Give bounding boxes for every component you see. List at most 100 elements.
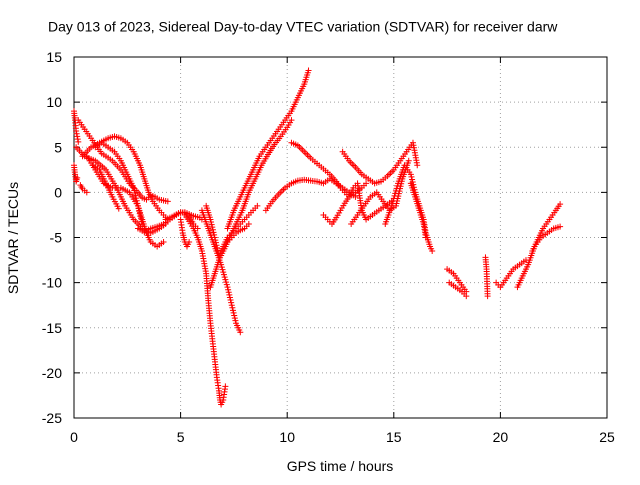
data-point <box>160 239 167 246</box>
data-point <box>391 192 398 199</box>
data-point <box>209 226 216 233</box>
x-tick-label: 0 <box>70 429 78 445</box>
data-point <box>220 271 227 278</box>
x-tick-label: 25 <box>599 429 615 445</box>
data-point <box>392 190 399 197</box>
data-point <box>237 329 244 336</box>
data-point <box>136 208 143 215</box>
data-point <box>392 187 399 194</box>
x-tick-label: 15 <box>386 429 402 445</box>
data-point <box>131 187 138 194</box>
data-series-track-21 <box>320 180 395 227</box>
data-point <box>227 297 234 304</box>
data-point <box>231 312 238 319</box>
data-series-track-09 <box>92 139 146 227</box>
data-point <box>305 67 312 74</box>
y-tick-label: 15 <box>46 49 62 65</box>
data-point <box>390 197 397 204</box>
data-point <box>557 201 564 208</box>
data-point <box>231 315 238 322</box>
data-point <box>208 219 215 226</box>
data-point <box>225 286 232 293</box>
data-point <box>229 304 236 311</box>
data-point <box>223 281 230 288</box>
data-series-track-13 <box>177 216 193 250</box>
data-point <box>422 234 429 241</box>
data-series-track-28 <box>482 254 491 300</box>
data-series-track-11 <box>162 209 201 232</box>
data-point <box>75 138 82 145</box>
data-point <box>134 202 141 209</box>
data-point <box>130 184 137 191</box>
data-series-track-22 <box>339 139 421 187</box>
data-point <box>115 205 122 212</box>
data-point <box>388 202 395 209</box>
data-series-track-06 <box>79 133 171 223</box>
y-tick-label: -15 <box>42 320 62 336</box>
x-tick-label: 20 <box>493 429 509 445</box>
data-point <box>132 192 139 199</box>
data-point <box>208 221 215 228</box>
data-point <box>232 317 239 324</box>
data-point <box>226 294 233 301</box>
data-point <box>139 220 146 227</box>
data-series-track-02 <box>71 162 81 185</box>
data-point <box>138 215 145 222</box>
data-series-track-26 <box>444 266 470 295</box>
data-point <box>407 171 414 178</box>
data-point <box>226 291 233 298</box>
data-series-track-31 <box>529 201 564 255</box>
y-tick-label: 5 <box>54 139 62 155</box>
data-point <box>429 248 436 255</box>
data-point <box>136 210 143 217</box>
data-point <box>245 220 252 227</box>
data-point <box>414 162 421 169</box>
axes-layer: 0 5 10 15 20 25 -25 -20 -15 -10 -5 0 5 10 15 <box>42 49 615 445</box>
data-point <box>228 302 235 309</box>
data-point <box>225 289 232 296</box>
data-point <box>224 284 231 291</box>
data-point <box>557 223 564 230</box>
data-point <box>230 309 237 316</box>
data-point <box>409 176 416 183</box>
data-point <box>209 224 216 231</box>
data-point <box>134 200 141 207</box>
data-point <box>74 133 81 140</box>
data-point <box>137 213 144 220</box>
data-point <box>164 198 171 205</box>
chart-title: Day 013 of 2023, Sidereal Day-to-day VTE… <box>48 19 558 35</box>
data-point <box>221 274 228 281</box>
data-series-track-29 <box>493 257 529 291</box>
y-axis-label: SDTVAR / TECUs <box>5 182 21 294</box>
y-tick-label: -25 <box>42 410 62 426</box>
data-point <box>207 216 214 223</box>
data-point <box>138 218 145 225</box>
data-point <box>222 383 229 390</box>
data-series-track-08 <box>90 162 122 212</box>
data-point <box>389 200 396 207</box>
data-point <box>210 229 217 236</box>
data-point <box>73 130 80 137</box>
data-point <box>288 117 295 124</box>
data-point <box>133 195 140 202</box>
x-tick-label: 10 <box>279 429 295 445</box>
data-point <box>186 239 193 246</box>
data-series-track-12 <box>181 211 229 408</box>
data-point <box>484 293 491 300</box>
data-point <box>228 299 235 306</box>
data-point <box>229 307 236 314</box>
data-series-track-03 <box>77 182 90 196</box>
x-tick-label: 5 <box>177 429 185 445</box>
data-point <box>74 136 81 143</box>
data-point <box>133 197 140 204</box>
data-series-track-25 <box>407 180 429 241</box>
data-point <box>223 279 230 286</box>
data-point <box>408 173 415 180</box>
data-point <box>74 174 81 181</box>
y-tick-label: -5 <box>50 230 63 246</box>
grid-layer <box>74 57 607 418</box>
y-tick-label: 0 <box>54 184 62 200</box>
data-point <box>363 180 370 187</box>
